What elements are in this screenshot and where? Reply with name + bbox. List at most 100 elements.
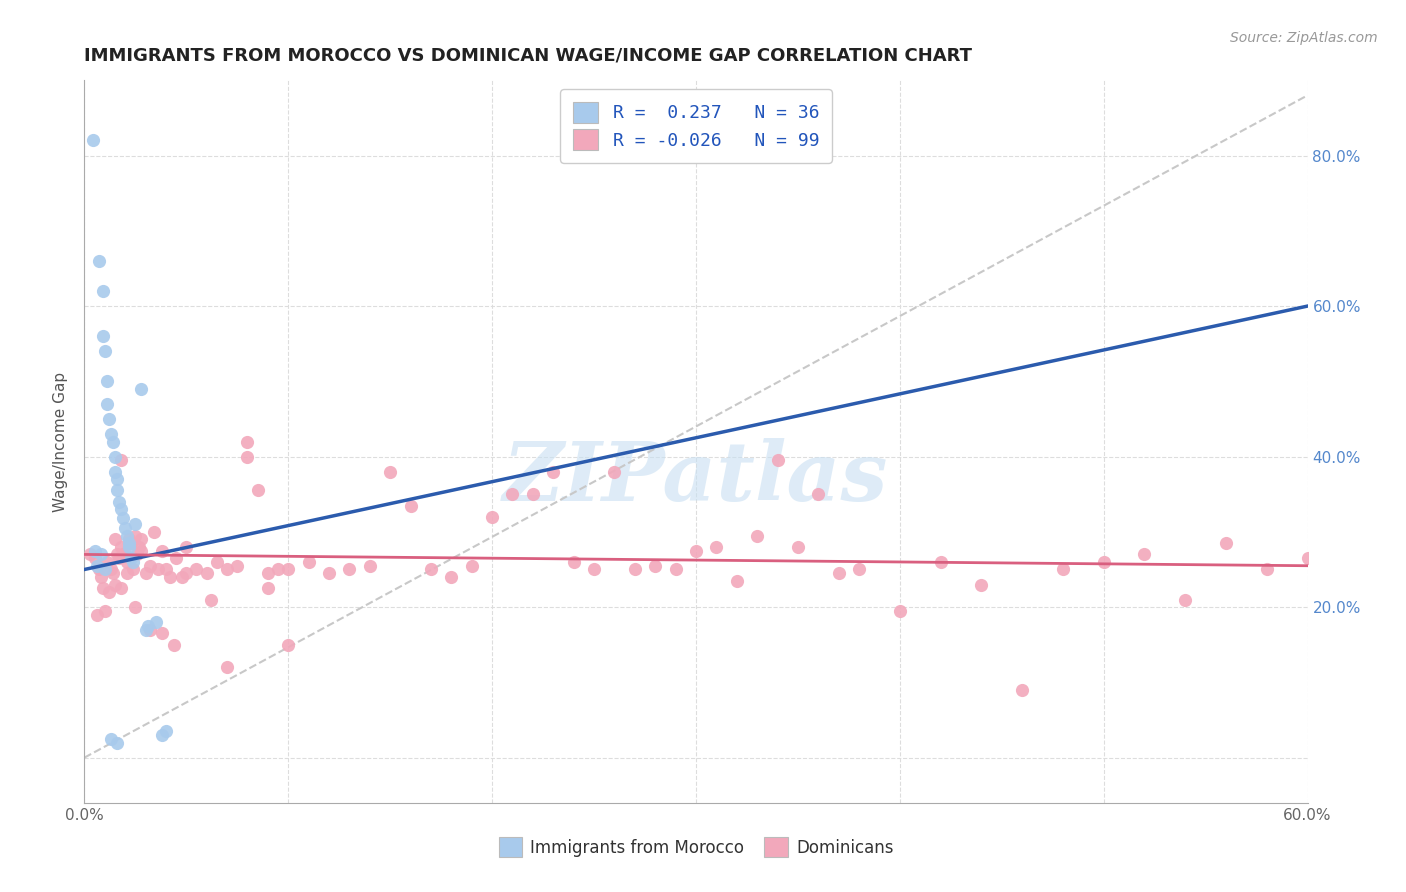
Point [970, 577, 993, 591]
Point [165, 551, 187, 566]
Point [93, 604, 115, 618]
Point [91, 582, 114, 596]
Point [100, 562, 122, 576]
Point [277, 638, 299, 652]
Point [481, 509, 503, 524]
Point [644, 558, 666, 573]
Point [174, 566, 197, 581]
Point [124, 517, 146, 532]
Point [87, 253, 110, 268]
Point [339, 562, 361, 576]
Legend: Immigrants from Morocco, Dominicans: Immigrants from Morocco, Dominicans [488, 828, 904, 867]
Point [124, 528, 146, 542]
Point [747, 528, 769, 542]
Point [83, 543, 105, 558]
Point [277, 562, 299, 576]
Text: Source: ZipAtlas.com: Source: ZipAtlas.com [1230, 31, 1378, 45]
Point [118, 533, 141, 547]
Point [131, 382, 153, 396]
Point [186, 562, 208, 576]
Point [522, 487, 544, 501]
Point [93, 344, 115, 359]
Point [502, 487, 524, 501]
Point [112, 511, 135, 525]
Point [104, 533, 127, 547]
Point [142, 524, 165, 539]
Point [150, 728, 173, 742]
Point [195, 566, 218, 581]
Point [110, 502, 132, 516]
Point [685, 543, 707, 558]
Point [104, 465, 127, 479]
Point [766, 453, 789, 467]
Point [226, 558, 249, 573]
Point [889, 604, 911, 618]
Point [100, 731, 122, 746]
Point [665, 562, 688, 576]
Point [603, 465, 626, 479]
Point [79, 548, 101, 562]
Point [1256, 562, 1278, 576]
Point [787, 540, 810, 554]
Point [96, 555, 118, 569]
Point [155, 724, 177, 739]
Point [86, 558, 108, 573]
Point [155, 562, 177, 576]
Point [97, 412, 120, 426]
Point [205, 555, 228, 569]
Point [131, 543, 153, 558]
Point [104, 450, 127, 464]
Point [131, 533, 153, 547]
Point [1011, 682, 1033, 697]
Point [543, 465, 565, 479]
Point [82, 133, 104, 147]
Point [1174, 592, 1197, 607]
Point [236, 450, 259, 464]
Point [725, 574, 748, 588]
Y-axis label: Wage/Income Gap: Wage/Income Gap [53, 371, 69, 512]
Point [115, 555, 138, 569]
Point [1052, 562, 1074, 576]
Point [105, 472, 128, 486]
Point [105, 548, 128, 562]
Point [200, 592, 222, 607]
Point [105, 735, 128, 749]
Point [115, 566, 138, 581]
Point [828, 566, 851, 581]
Point [115, 528, 138, 542]
Point [1092, 555, 1115, 569]
Point [110, 453, 132, 467]
Point [298, 555, 321, 569]
Point [1296, 551, 1319, 566]
Point [440, 570, 463, 584]
Point [100, 427, 122, 442]
Point [583, 562, 606, 576]
Point [163, 638, 186, 652]
Point [96, 374, 118, 388]
Point [562, 555, 585, 569]
Point [461, 558, 484, 573]
Point [138, 558, 160, 573]
Point [101, 434, 124, 449]
Point [217, 562, 239, 576]
Point [104, 577, 127, 591]
Point [359, 558, 381, 573]
Point [145, 615, 167, 630]
Point [90, 548, 112, 562]
Point [114, 521, 136, 535]
Point [91, 329, 114, 343]
Point [136, 619, 159, 633]
Point [108, 551, 131, 566]
Point [97, 585, 120, 599]
Point [128, 540, 150, 554]
Point [217, 660, 239, 674]
Point [380, 465, 402, 479]
Point [174, 540, 197, 554]
Text: ZIPatlas: ZIPatlas [503, 438, 889, 517]
Point [135, 566, 157, 581]
Point [127, 548, 149, 562]
Point [86, 607, 108, 622]
Point [807, 487, 830, 501]
Point [118, 540, 141, 554]
Point [114, 548, 136, 562]
